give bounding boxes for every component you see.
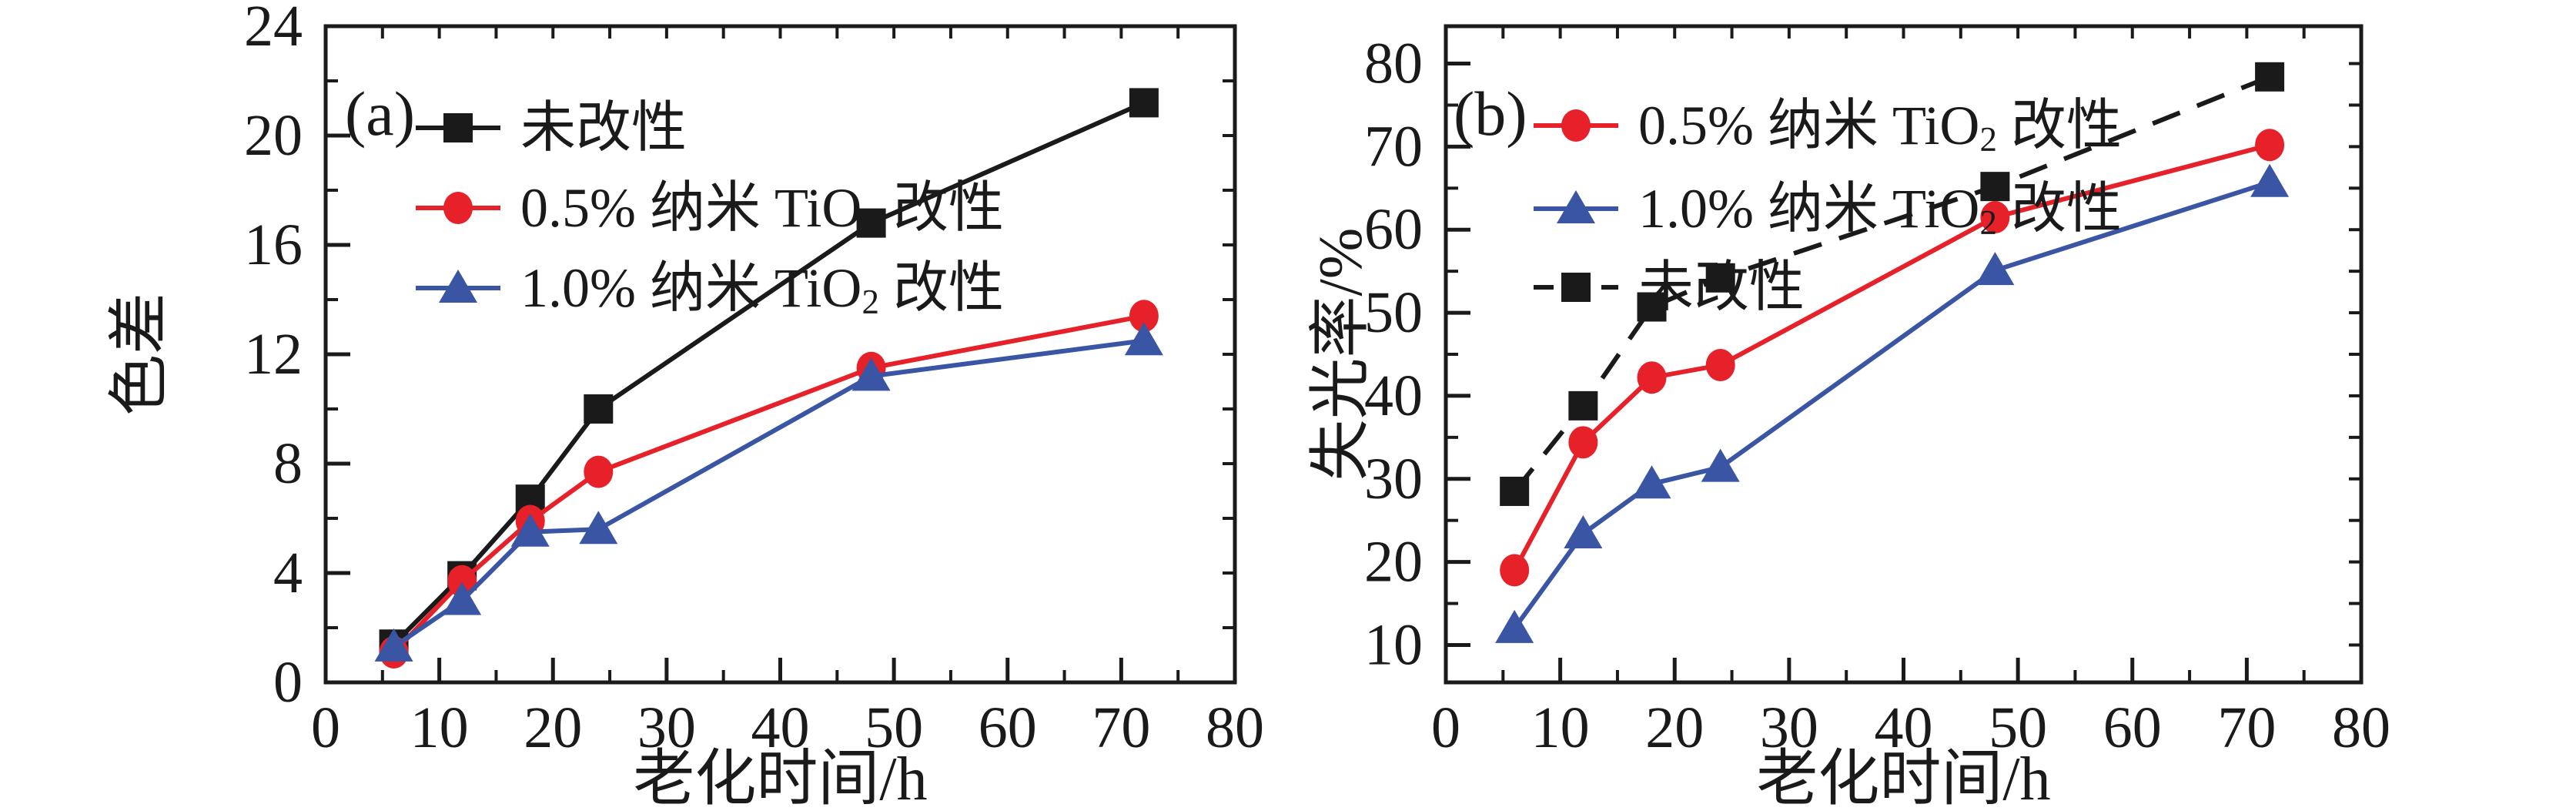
chart-b-x-tick-label: 50 [1989, 695, 2047, 760]
chart-b-series-1-triangle-marker [1495, 609, 1534, 643]
chart-a-x-tick-label: 40 [751, 695, 810, 760]
chart-a-x-tick-label: 80 [1206, 695, 1264, 760]
chart-a-series-0-square-marker [1129, 88, 1159, 118]
chart-a-series-1-line [392, 313, 1145, 655]
chart-b-series-2-square-marker [1705, 263, 1735, 293]
chart-b-y-tick-label: 30 [1364, 447, 1423, 511]
chart-b-x-tick-label: 30 [1760, 695, 1818, 760]
chart-b-series-0-circle-marker [1637, 361, 1667, 394]
chart-b-y-tick-label: 70 [1364, 114, 1423, 179]
chart-a-series-2-triangle-marker [443, 581, 482, 615]
legend-label: 未改性 [1638, 256, 1805, 318]
chart-a-legend-2-triangle-marker [439, 270, 477, 303]
chart-a-y-tick-label: 4 [273, 541, 303, 605]
chart-b-legend-0-circle-marker [1561, 109, 1591, 142]
chart-b: 0 10 20 30 40 50 60 70 801020304050607080老化时间/h失… [1307, 24, 2390, 811]
chart-b-y-axis-title: 失光率/% [1307, 228, 1375, 481]
chart-b-x-tick-label: 70 [2217, 695, 2276, 760]
chart-a-y-tick-label: 12 [244, 322, 303, 387]
chart-a-y-tick-label: 8 [273, 431, 303, 496]
chart-b-series-1-triangle-marker [1564, 514, 1603, 548]
chart-a: 0 10 20 30 40 50 60 70 80 0 4 8 12 16 20 24 老化时间/h 色差 (a) 未… [106, 0, 1264, 811]
chart-b-series-2-square-marker [1980, 172, 2010, 202]
chart-a-y-tick-label: 24 [244, 0, 303, 59]
chart-a-y-axis-title: 色差 [106, 293, 174, 416]
chart-a-legend-0-square-marker [443, 113, 473, 142]
chart-b-series-1-line [1512, 179, 2271, 630]
chart-b-series-0-circle-marker [1500, 554, 1530, 587]
chart-a-panel-label: (a) [345, 79, 415, 149]
chart-a-x-tick-label: 30 [637, 695, 696, 760]
chart-b-x-tick-label: 20 [1645, 695, 1704, 760]
chart-a-y-tick-label: 20 [244, 103, 303, 168]
chart-b-panel-label: (b) [1454, 79, 1527, 149]
chart-b-x-tick-label: 80 [2332, 695, 2390, 760]
chart-b-series-2-square-marker [1500, 476, 1530, 506]
chart-b-x-tick-label: 40 [1875, 695, 1933, 760]
chart-b-series-1-triangle-marker [1975, 252, 2015, 286]
chart-a-series-0-square-marker [856, 208, 886, 238]
legend-label: 未改性 [520, 97, 687, 159]
legend-label: 0.5% 纳米 TiO2 改性 [1638, 95, 2122, 159]
chart-b-y-tick-label: 10 [1364, 612, 1423, 677]
chart-a-series-2-triangle-marker [510, 513, 550, 547]
chart-a-x-tick-label: 10 [410, 695, 469, 760]
chart-a-x-tick-label: 20 [524, 695, 582, 760]
chart-b-series-0-circle-marker [1568, 426, 1598, 459]
legend-label: 1.0% 纳米 TiO2 改性 [1638, 178, 2122, 242]
chart-a-series-2-line [392, 338, 1145, 649]
chart-b-x-tick-label: 10 [1531, 695, 1590, 760]
chart-b-y-tick-label: 80 [1364, 32, 1423, 96]
chart-b-y-tick-label: 40 [1364, 364, 1423, 428]
chart-b-y-tick-label: 50 [1364, 280, 1423, 345]
chart-a-series-0-square-marker [584, 394, 614, 424]
chart-b-series-2-line [1512, 75, 2271, 493]
chart-a-x-axis-title: 老化时间/h [633, 746, 927, 811]
chart-b-series-0-circle-marker [1980, 201, 2010, 234]
chart-a-x-tick-label: 70 [1092, 695, 1150, 760]
chart-b-series-1-triangle-marker [2250, 163, 2290, 197]
chart-b-series-0-circle-marker [1705, 349, 1735, 382]
chart-a-series-1-circle-marker [1129, 300, 1159, 333]
chart-a-legend-1-circle-marker [443, 192, 473, 224]
chart-b-series-1-triangle-marker [1632, 465, 1671, 499]
chart-b-x-axis-title: 老化时间/h [1756, 746, 2050, 811]
chart-a-x-tick-label: 60 [979, 695, 1037, 760]
chart-a-series-2-triangle-marker [1124, 322, 1163, 356]
chart-b-series-2-square-marker [1568, 390, 1598, 421]
chart-b-series-1-triangle-marker [1701, 448, 1740, 482]
chart-a-series-1-circle-marker [584, 455, 614, 488]
chart-b-series-2-square-marker [2255, 62, 2285, 92]
chart-a-series-2-triangle-marker [374, 628, 413, 662]
chart-a-x-tick-label: 0 [311, 695, 340, 760]
chart-b-x-tick-label: 60 [2103, 695, 2162, 760]
chart-b-series-2-square-marker [1637, 292, 1667, 322]
legend-label: 0.5% 纳米 TiO2 改性 [520, 177, 1004, 241]
chart-a-y-tick-label: 16 [244, 213, 303, 277]
chart-a-series-2-triangle-marker [851, 357, 891, 391]
chart-a-series-2-triangle-marker [579, 511, 618, 545]
legend-label: 1.0% 纳米 TiO2 改性 [520, 257, 1004, 321]
chart-b-y-tick-label: 20 [1364, 530, 1423, 595]
chart-a-series-1-circle-marker [447, 565, 477, 598]
chart-b-y-tick-label: 60 [1364, 197, 1423, 262]
chart-b-x-tick-label: 0 [1431, 695, 1460, 760]
chart-b-series-0-circle-marker [2255, 129, 2285, 162]
chart-a-y-tick-label: 0 [273, 650, 303, 715]
chart-b-legend-2-square-marker [1561, 273, 1591, 302]
chart-a-x-tick-label: 50 [865, 695, 923, 760]
chart-b-legend-1-triangle-marker [1557, 190, 1595, 223]
chart-b-series-0-line [1512, 142, 2270, 571]
